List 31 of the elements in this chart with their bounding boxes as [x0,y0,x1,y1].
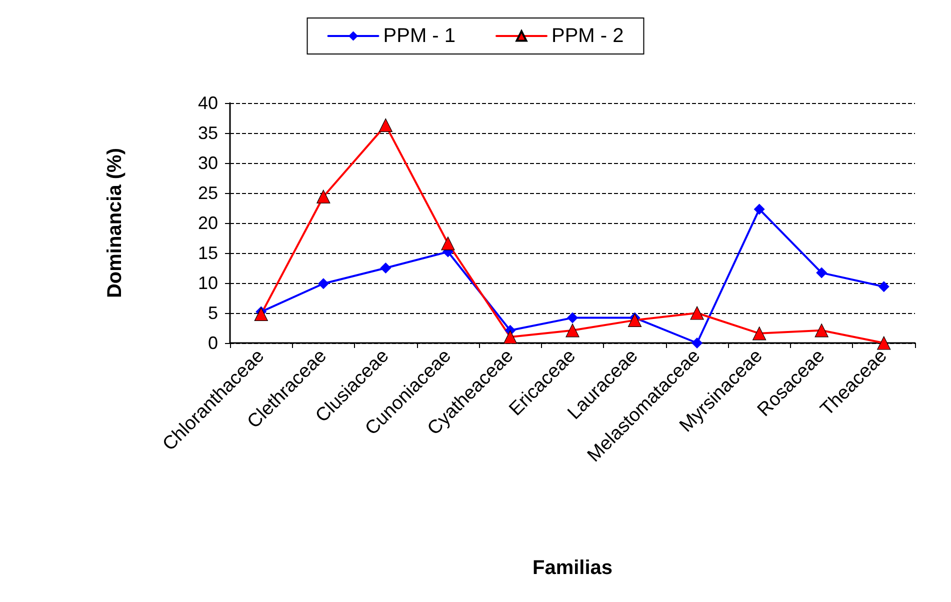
y-tick-label: 40 [198,93,218,113]
x-axis-title: Familias [532,557,613,579]
point [503,330,518,344]
point [318,278,329,290]
y-tick-label: 35 [198,123,218,143]
y-tick-label: 0 [208,333,218,353]
point [816,267,828,278]
point [754,204,765,215]
point [878,281,890,292]
y-tick-label: 15 [198,243,218,263]
point [316,190,330,204]
point [752,326,766,340]
point [254,307,268,321]
point [567,312,578,324]
point [692,338,703,348]
point [877,336,891,350]
y-tick-label: 25 [198,183,218,203]
point [814,324,828,338]
point [380,262,392,274]
y-axis-title: Dominancia (%) [104,148,126,298]
legend-label: PPM - 1 [383,25,456,47]
point [566,324,580,338]
y-tick-label: 5 [208,303,218,323]
point [441,236,455,250]
point [690,306,704,320]
y-tick-label: 10 [198,273,218,293]
y-tick-label: 30 [198,153,218,173]
legend-label: PPM - 2 [552,25,624,47]
y-tick-label: 20 [198,213,218,233]
point [628,313,642,327]
point [378,118,392,132]
